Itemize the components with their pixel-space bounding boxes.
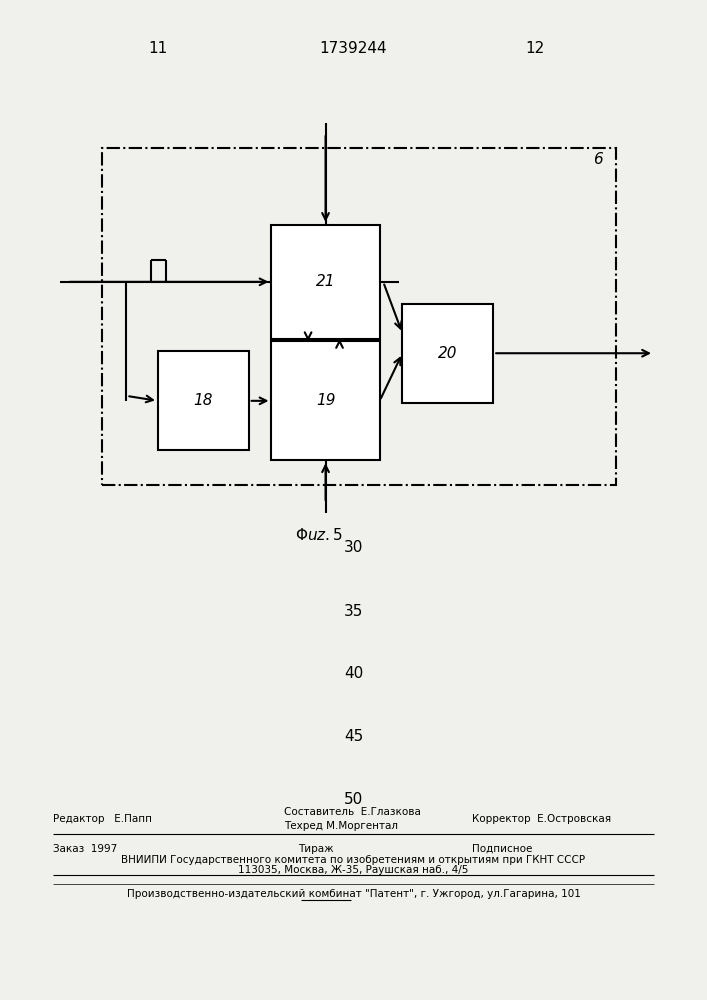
Text: Производственно-издательский комбинат "Патент", г. Ужгород, ул.Гагарина, 101: Производственно-издательский комбинат "П…	[127, 889, 580, 899]
Text: 50: 50	[344, 792, 363, 807]
Text: 1739244: 1739244	[320, 41, 387, 56]
Text: 35: 35	[344, 604, 363, 619]
Text: Заказ  1997: Заказ 1997	[53, 844, 117, 854]
Text: 18: 18	[194, 393, 213, 408]
Bar	[271, 341, 380, 460]
Text: $\it{\Phi u\mathit{z}.5}$: $\it{\Phi u\mathit{z}.5}$	[295, 527, 342, 543]
Text: 6: 6	[593, 152, 603, 167]
Text: 113035, Москва, Ж-35, Раушская наб., 4/5: 113035, Москва, Ж-35, Раушская наб., 4/5	[238, 865, 469, 875]
Text: Составитель  Е.Глазкова: Составитель Е.Глазкова	[284, 807, 421, 817]
Text: Техред М.Моргентал: Техред М.Моргентал	[284, 821, 397, 831]
Bar	[271, 225, 380, 339]
Text: 30: 30	[344, 540, 363, 555]
Text: 12: 12	[525, 41, 545, 56]
Text: Редактор   Е.Папп: Редактор Е.Папп	[53, 814, 152, 824]
Text: Подписное: Подписное	[472, 844, 532, 854]
Text: 11: 11	[148, 41, 168, 56]
Bar	[158, 351, 249, 450]
Text: Корректор  Е.Островская: Корректор Е.Островская	[472, 814, 612, 824]
Text: 45: 45	[344, 729, 363, 744]
Text: 19: 19	[316, 393, 335, 408]
Text: 20: 20	[438, 346, 457, 361]
Text: 21: 21	[316, 274, 335, 289]
Text: 40: 40	[344, 666, 363, 681]
Bar	[102, 148, 616, 485]
Text: ВНИИПИ Государственного комитета по изобретениям и открытиям при ГКНТ СССР: ВНИИПИ Государственного комитета по изоб…	[122, 855, 585, 865]
Bar	[402, 304, 493, 403]
Text: Тираж: Тираж	[298, 844, 333, 854]
